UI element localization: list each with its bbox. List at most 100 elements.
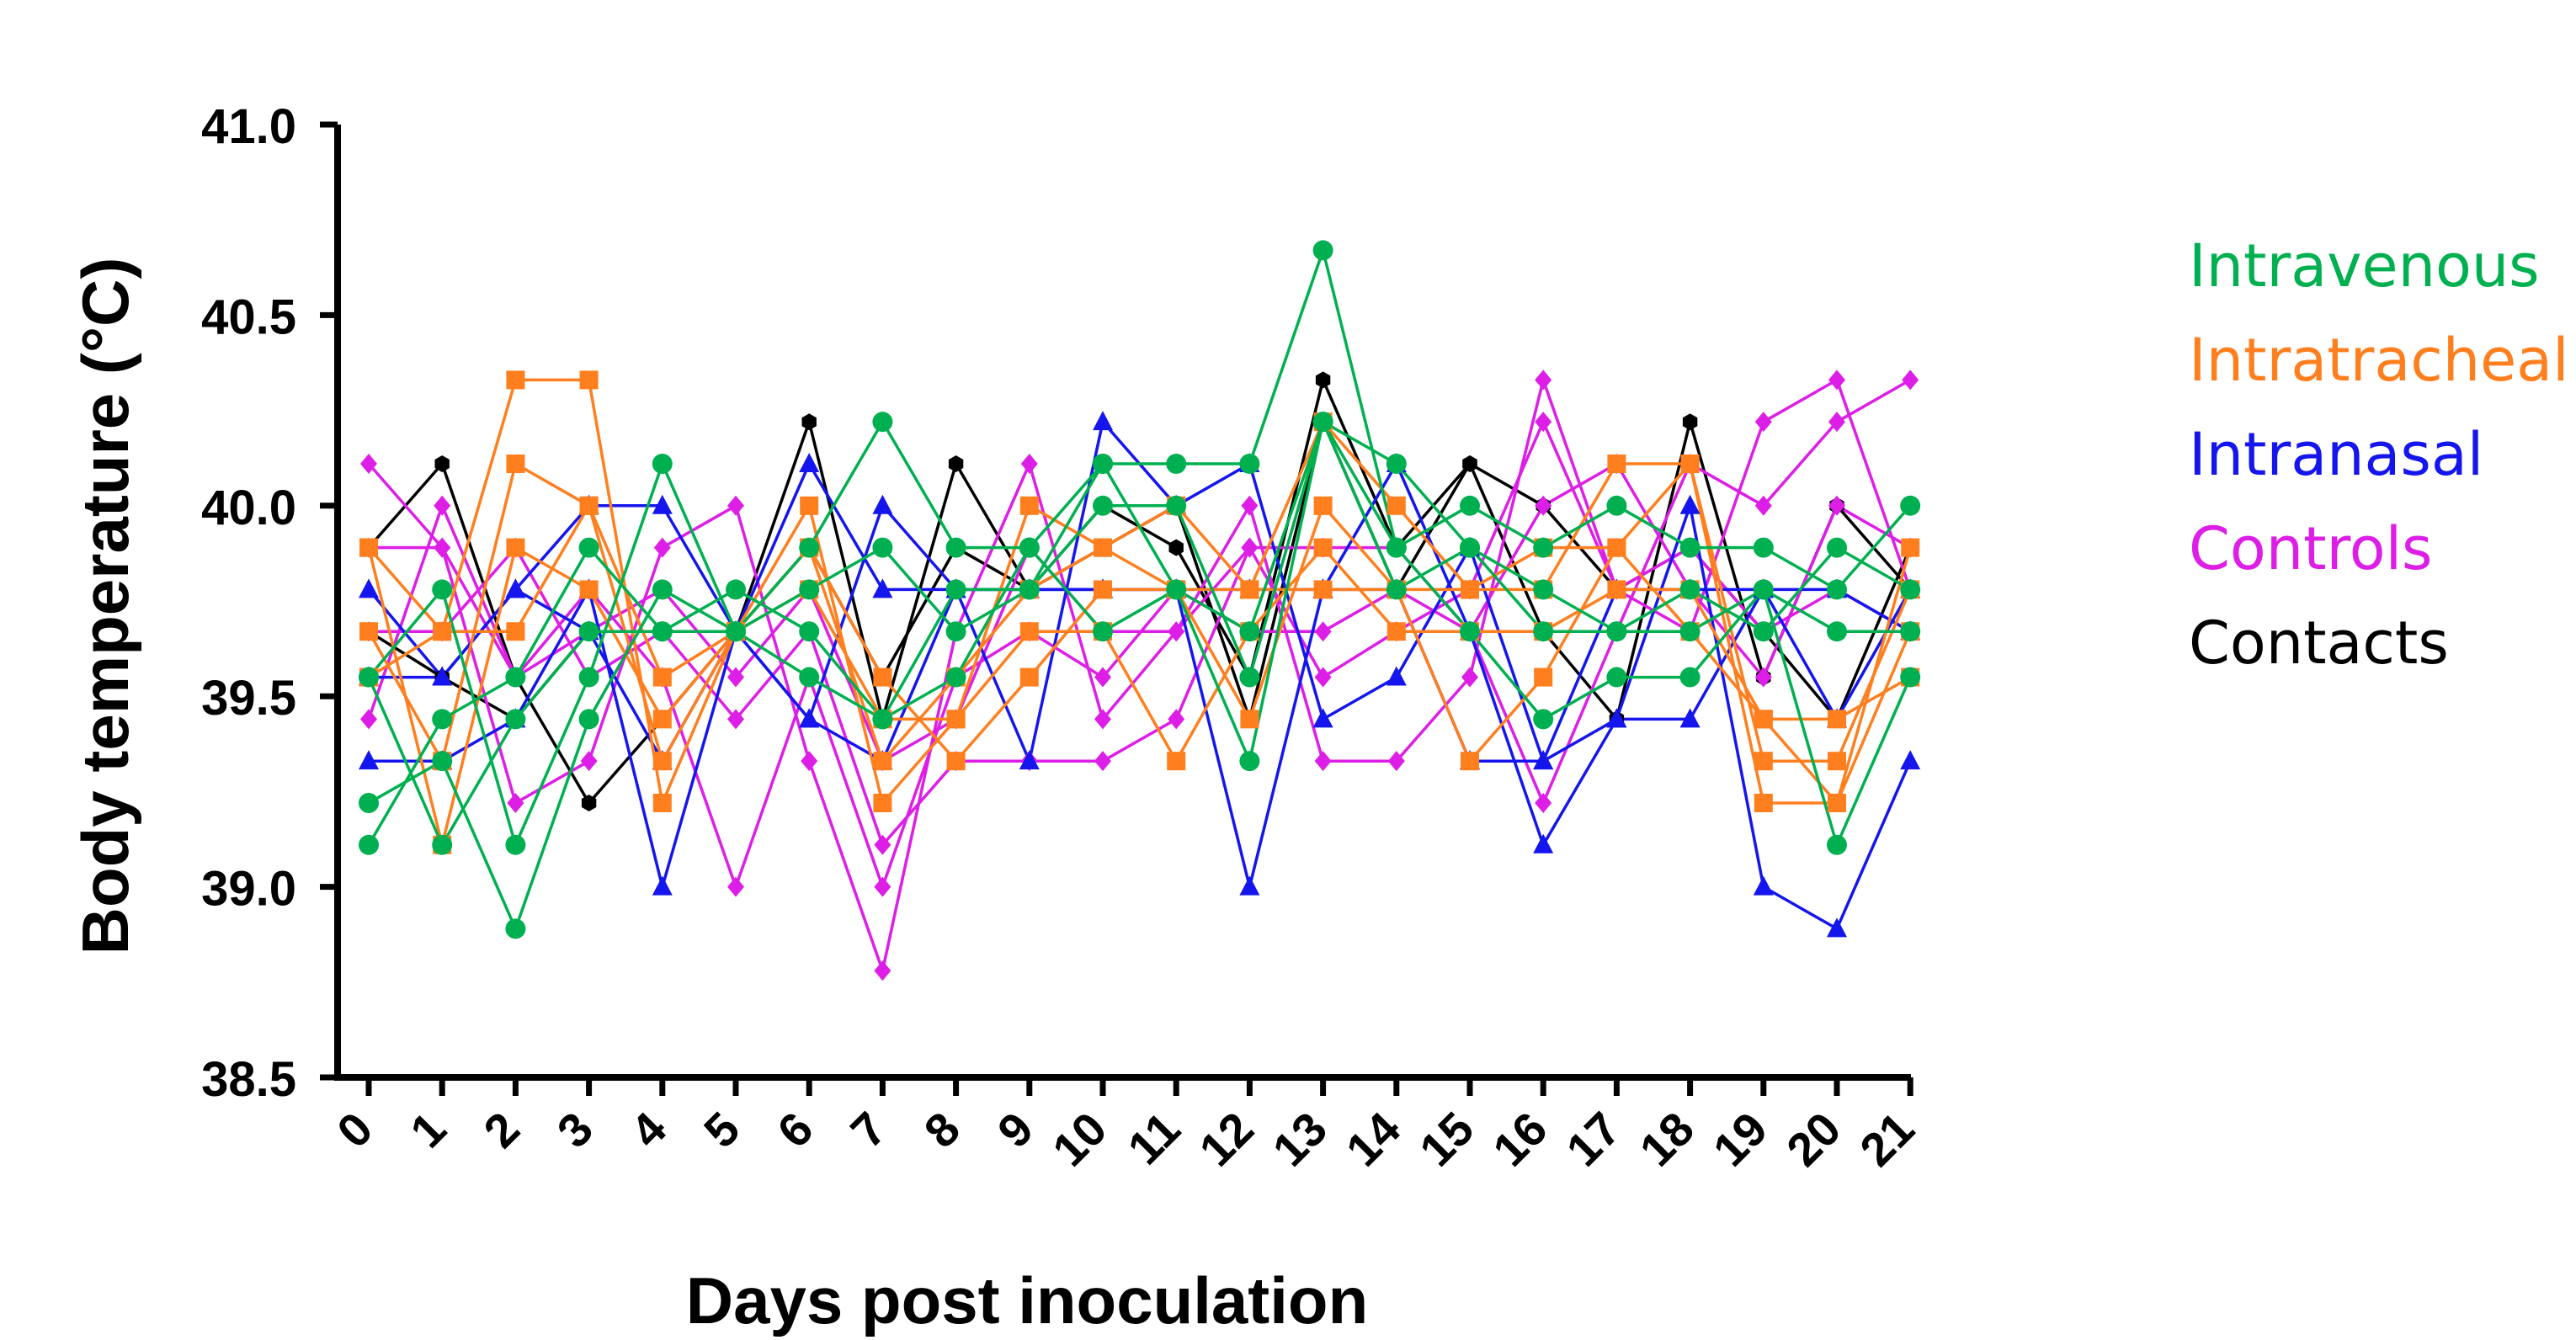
legend-item-intranasal: Intranasal	[2189, 420, 2483, 489]
data-point-intratracheal-5-day-20	[1828, 752, 1846, 771]
data-point-intravenous-3-day-4	[652, 621, 673, 642]
data-point-intratracheal-4-day-21	[1901, 538, 1920, 557]
data-point-intratracheal-6-day-8	[946, 710, 966, 729]
series-line-intratracheal-5	[367, 462, 1912, 763]
data-point-intravenous-3-day-2	[505, 709, 526, 730]
data-point-contacts-15-day-3	[581, 795, 597, 811]
x-tick-label: 2	[473, 1102, 530, 1158]
data-point-controls-14-day-20	[1828, 495, 1845, 516]
data-point-intravenous-2-day-5	[726, 621, 746, 642]
data-point-controls-13-day-11	[1168, 709, 1185, 730]
data-point-intratracheal-6-day-3	[579, 496, 599, 515]
x-tick-label: 3	[547, 1102, 604, 1158]
data-point-intravenous-1-day-19	[1753, 621, 1774, 642]
y-tick-label: 40.5	[201, 290, 296, 344]
data-point-intratracheal-6-day-14	[1386, 622, 1406, 641]
data-point-intratracheal-4-day-3	[579, 370, 599, 390]
data-point-intratracheal-5-day-16	[1534, 667, 1553, 687]
data-point-intratracheal-6-day-9	[1019, 622, 1039, 641]
data-point-intravenous-2-day-0	[359, 792, 379, 813]
data-point-intratracheal-4-day-14	[1386, 496, 1406, 515]
y-tick-label: 40.0	[201, 481, 296, 535]
x-tick-label: 13	[1262, 1102, 1337, 1177]
data-point-intranasal-8-day-19	[1753, 875, 1774, 896]
data-point-intravenous-2-day-21	[1900, 621, 1921, 642]
data-point-intranasal-10-day-1	[432, 666, 453, 686]
data-point-intratracheal-4-day-17	[1607, 454, 1626, 473]
legend-item-intravenous: Intravenous	[2189, 231, 2540, 300]
data-point-intratracheal-6-day-1	[433, 622, 452, 641]
data-point-intravenous-0-day-19	[1753, 537, 1774, 558]
data-point-intravenous-1-day-14	[1386, 579, 1407, 600]
data-point-intravenous-3-day-21	[1900, 667, 1921, 688]
data-point-intranasal-8-day-13	[1312, 708, 1333, 728]
data-point-intravenous-2-day-9	[1019, 537, 1040, 558]
data-point-intratracheal-7-day-15	[1461, 580, 1479, 599]
data-point-intratracheal-7-day-2	[506, 538, 525, 557]
data-point-intratracheal-6-day-17	[1607, 580, 1626, 599]
data-point-intravenous-3-day-0	[359, 667, 379, 688]
data-point-intravenous-0-day-8	[945, 537, 966, 558]
data-point-controls-11-day-12	[1241, 495, 1259, 516]
data-point-controls-14-day-5	[727, 667, 744, 688]
data-point-intravenous-3-day-13	[1312, 412, 1333, 433]
data-point-intravenous-2-day-8	[945, 667, 966, 688]
data-point-intravenous-3-day-8	[945, 579, 966, 600]
data-point-intratracheal-7-day-7	[873, 752, 892, 771]
x-tick-label: 6	[767, 1102, 823, 1158]
data-point-intranasal-10-day-6	[799, 452, 820, 472]
data-point-intranasal-8-day-4	[652, 494, 673, 514]
data-point-controls-12-day-1	[434, 495, 451, 516]
x-tick-label: 15	[1409, 1102, 1484, 1177]
data-point-intranasal-9-day-4	[652, 875, 673, 896]
series-line-controls-14	[369, 462, 1912, 763]
data-point-controls-13-day-13	[1314, 667, 1332, 688]
data-point-intranasal-9-day-17	[1606, 708, 1627, 728]
data-point-intravenous-2-day-20	[1827, 621, 1847, 642]
data-point-controls-13-day-5	[727, 709, 744, 730]
series-line-intravenous-3	[367, 420, 1912, 847]
x-tick-label: 20	[1776, 1102, 1851, 1177]
x-tick-label: 0	[327, 1102, 383, 1158]
data-point-intravenous-3-day-11	[1166, 579, 1187, 600]
data-point-intratracheal-5-day-4	[652, 752, 672, 771]
data-point-contacts-15-day-18	[1682, 413, 1698, 431]
data-point-intratracheal-5-day-7	[873, 667, 892, 687]
data-point-intravenous-0-day-17	[1606, 495, 1627, 516]
data-point-controls-12-day-0	[360, 709, 377, 730]
data-point-intravenous-3-day-6	[799, 621, 820, 642]
data-point-contacts-15-day-13	[1315, 371, 1331, 389]
data-point-intravenous-0-day-13	[1312, 240, 1333, 261]
plot-marker-layer	[359, 240, 1921, 981]
plot-series-layer	[367, 248, 1912, 972]
data-point-intravenous-0-day-21	[1900, 495, 1921, 516]
data-point-controls-14-day-16	[1535, 495, 1552, 516]
data-point-intravenous-3-day-17	[1606, 621, 1627, 642]
data-point-intravenous-3-day-12	[1239, 621, 1260, 642]
x-tick-label: 12	[1189, 1102, 1264, 1177]
data-point-intravenous-0-day-6	[799, 537, 820, 558]
data-point-intravenous-3-day-19	[1753, 579, 1774, 600]
data-point-intratracheal-7-day-13	[1313, 580, 1333, 599]
data-point-controls-11-day-14	[1387, 751, 1405, 772]
data-point-controls-13-day-10	[1094, 751, 1111, 772]
data-point-intravenous-3-day-7	[872, 709, 893, 730]
data-point-intravenous-2-day-6	[799, 667, 820, 688]
x-tick-label: 4	[620, 1102, 677, 1158]
data-point-intratracheal-4-day-7	[873, 793, 892, 812]
data-point-controls-14-day-19	[1754, 667, 1772, 688]
data-point-intranasal-8-day-20	[1827, 917, 1847, 938]
data-point-contacts-15-day-8	[948, 455, 964, 472]
data-point-controls-11-day-2	[507, 792, 524, 813]
data-point-controls-11-day-20	[1828, 370, 1845, 391]
x-tick-label: 1	[400, 1102, 456, 1158]
data-point-intravenous-2-day-17	[1606, 667, 1627, 688]
data-point-intranasal-9-day-0	[359, 750, 379, 770]
data-point-intravenous-0-day-12	[1239, 453, 1260, 474]
y-tick-label: 39.5	[201, 671, 296, 726]
x-tick-label: 11	[1117, 1102, 1190, 1174]
data-point-intratracheal-7-day-20	[1828, 793, 1846, 812]
y-tick-label: 41.0	[201, 99, 296, 154]
y-axis-title: Body temperature (°C)	[68, 258, 142, 955]
